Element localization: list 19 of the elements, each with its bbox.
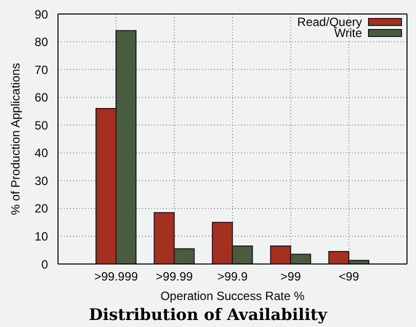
- y-tick-label: 80: [34, 35, 48, 50]
- y-tick-label: 0: [41, 257, 48, 272]
- x-tick-label: >99.99: [156, 270, 194, 284]
- x-tick-label: >99: [280, 270, 302, 284]
- y-tick-label: 70: [34, 62, 48, 77]
- x-tick-label: >99.999: [94, 270, 138, 284]
- x-tick-label: >99.9: [217, 270, 248, 284]
- y-tick-label: 90: [34, 7, 48, 22]
- y-axis-title: % of Production Applications: [8, 62, 22, 216]
- legend-label: Read/Query: [297, 14, 362, 29]
- text: Distribution of Availability: [88, 304, 328, 326]
- x-axis-title: Operation Success Rate %: [160, 289, 305, 303]
- y-tick-label: 20: [34, 202, 48, 216]
- y-tick-label: 60: [34, 90, 48, 105]
- x-tick-label: <99: [338, 270, 360, 284]
- y-tick-label: 40: [34, 146, 48, 160]
- y-tick-label: 50: [34, 118, 48, 132]
- y-tick-label: 30: [34, 174, 48, 188]
- y-tick-label: 10: [34, 229, 48, 244]
